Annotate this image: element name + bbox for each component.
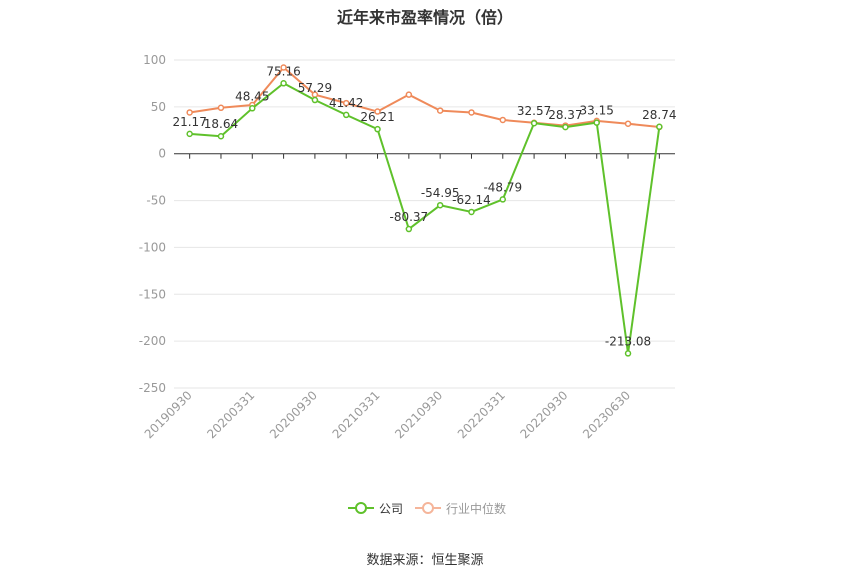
data-point-company (593, 119, 600, 126)
y-tick-label: 50 (151, 100, 166, 114)
data-label: 26.21 (360, 110, 394, 124)
data-label: 41.42 (329, 96, 363, 110)
y-tick-label: -100 (139, 240, 166, 254)
data-point-industry (624, 120, 632, 127)
x-tick-label: 20230630 (580, 388, 633, 441)
data-point-industry (217, 104, 225, 112)
data-point-company (374, 125, 381, 133)
y-tick-label: -50 (146, 194, 166, 208)
data-point-industry (436, 107, 444, 114)
data-point-company (280, 80, 287, 87)
data-point-company (656, 123, 663, 131)
data-point-industry (280, 64, 287, 71)
data-point-company (311, 96, 319, 104)
data-point-company (249, 105, 256, 112)
data-point-company (405, 225, 413, 233)
legend-item-company[interactable]: 公司 (348, 498, 403, 518)
data-point-company (342, 111, 350, 119)
data-point-company (217, 132, 225, 140)
data-label: 33.15 (580, 104, 614, 118)
data-label: -54.95 (421, 186, 460, 200)
data-point-industry (342, 99, 350, 107)
legend-label-company: 公司 (379, 501, 404, 516)
data-label: -48.79 (483, 180, 522, 194)
x-tick-label: 20210331 (330, 388, 383, 441)
y-tick-label: -250 (139, 381, 166, 395)
data-point-industry (374, 108, 381, 115)
y-tick-label: -150 (139, 287, 166, 301)
data-point-company (499, 196, 507, 203)
data-label: 48.45 (235, 89, 269, 103)
chart-legend: 公司 行业中位数 (0, 498, 850, 518)
legend-item-industry[interactable]: 行业中位数 (415, 498, 506, 518)
data-point-company (530, 119, 538, 127)
series-line-industry (189, 66, 660, 129)
legend-swatch-company (348, 501, 374, 515)
x-tick-label: 20210930 (392, 388, 445, 441)
data-label: -62.14 (452, 193, 491, 207)
data-label: 21.17 (172, 115, 206, 129)
data-point-company (436, 201, 444, 209)
data-point-company (624, 350, 632, 357)
data-label: 57.29 (298, 81, 332, 95)
data-source: 数据来源：恒生聚源 (366, 553, 484, 568)
x-tick-label: 20200331 (204, 388, 257, 441)
data-point-company (468, 208, 475, 216)
data-point-industry (468, 109, 475, 116)
x-tick-label: 20220331 (455, 388, 508, 441)
data-label: 75.16 (266, 64, 300, 78)
legend-swatch-industry (415, 501, 441, 515)
legend-label-industry: 行业中位数 (446, 501, 507, 516)
x-tick-label: 20220930 (517, 388, 570, 441)
data-point-industry (405, 91, 413, 98)
data-point-industry (499, 116, 507, 124)
data-label: 28.37 (548, 108, 582, 122)
data-label: 18.64 (204, 117, 238, 131)
y-tick-label: 0 (158, 147, 166, 161)
series-line-company (189, 82, 661, 355)
y-tick-label: 100 (143, 53, 166, 67)
y-tick-label: -200 (139, 334, 166, 348)
data-point-industry (186, 109, 193, 116)
data-point-company (562, 123, 569, 131)
data-label: -213.08 (605, 334, 651, 348)
chart-title: 近年来市盈率情况（倍） (336, 8, 513, 27)
x-tick-label: 20190930 (142, 388, 195, 441)
data-label: -80.37 (390, 210, 429, 224)
data-label: 28.74 (642, 108, 676, 122)
data-point-company (186, 130, 193, 138)
x-tick-label: 20200930 (267, 388, 320, 441)
data-label: 32.57 (517, 104, 551, 118)
